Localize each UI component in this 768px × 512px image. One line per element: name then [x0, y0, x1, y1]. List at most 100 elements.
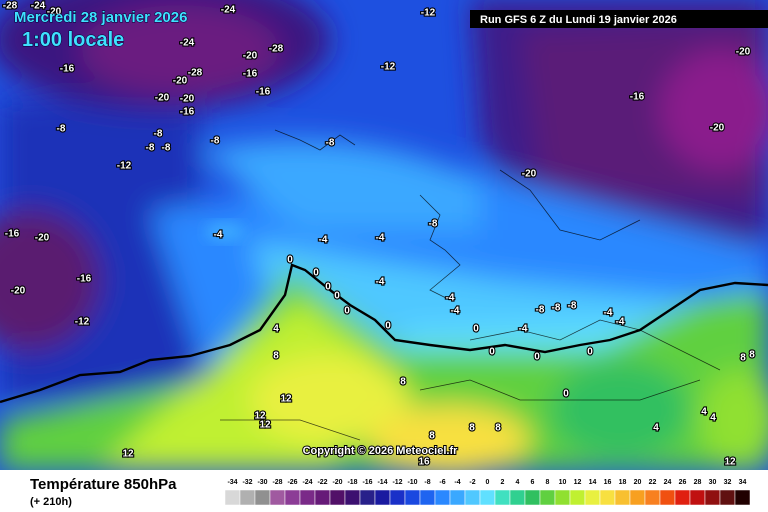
scale-label: 22 — [649, 479, 657, 486]
scale-swatch — [269, 489, 286, 506]
scale-swatch — [389, 489, 406, 506]
scale-swatch — [599, 489, 616, 506]
contour-label: -16 — [77, 274, 92, 285]
scale-label: 28 — [694, 479, 702, 486]
contour-label: -4 — [376, 277, 385, 288]
contour-label: -20 — [180, 94, 195, 105]
run-info: Run GFS 6 Z du Lundi 19 janvier 2026 — [480, 14, 677, 26]
contour-label: 0 — [489, 347, 495, 358]
legend-title: Température 850hPa — [30, 476, 177, 493]
contour-label: 16 — [418, 457, 430, 468]
contour-label: -4 — [604, 308, 613, 319]
contour-label: -4 — [214, 230, 223, 241]
scale-swatch — [344, 489, 361, 506]
contour-label: -24 — [221, 5, 236, 16]
contour-label: 8 — [749, 350, 755, 361]
contour-label: 8 — [495, 423, 501, 434]
scale-swatch — [719, 489, 736, 506]
contour-label: -8 — [552, 303, 561, 314]
contour-label: 12 — [724, 457, 736, 468]
contour-label: -8 — [146, 143, 155, 154]
contour-label: -4 — [376, 233, 385, 244]
contour-label: 12 — [122, 449, 134, 460]
scale-label: -32 — [242, 479, 252, 486]
scale-label: -14 — [377, 479, 387, 486]
scale-label: 16 — [604, 479, 612, 486]
scale-swatch — [704, 489, 721, 506]
scale-swatch — [404, 489, 421, 506]
scale-label: 0 — [486, 479, 490, 486]
scale-swatch — [554, 489, 571, 506]
scale-swatch — [569, 489, 586, 506]
scale-label: -6 — [439, 479, 445, 486]
contour-label: -16 — [630, 92, 645, 103]
scale-swatch — [449, 489, 466, 506]
scale-swatch — [614, 489, 631, 506]
contour-label: -16 — [60, 64, 75, 75]
scale-label: 26 — [679, 479, 687, 486]
scale-swatch — [629, 489, 646, 506]
scale-label: -12 — [392, 479, 402, 486]
contour-label: 12 — [280, 394, 292, 405]
contour-labels: -28 -24-20 -12-24-24-20-28-16-20-28 -16-12-… — [2, 0, 757, 469]
forecast-time: 1:00 locale — [22, 29, 124, 51]
scale-label: 30 — [709, 479, 717, 486]
scale-swatch — [434, 489, 451, 506]
scale-label: 18 — [619, 479, 627, 486]
contour-label: 0 — [563, 389, 569, 400]
contour-label: 8 — [400, 377, 406, 388]
scale-swatch — [659, 489, 676, 506]
scale-label: -8 — [424, 479, 430, 486]
contour-label: 4 — [710, 413, 716, 424]
contour-label: 8 — [273, 351, 279, 362]
contour-label: -4 — [446, 293, 455, 304]
contour-label: -24 — [31, 1, 46, 12]
scale-label: 20 — [634, 479, 642, 486]
contour-label: 12 — [259, 420, 271, 431]
contour-label: 4 — [273, 324, 279, 335]
run-banner — [470, 10, 768, 28]
scale-swatch — [314, 489, 331, 506]
scale-swatch — [464, 489, 481, 506]
scale-label: 24 — [664, 479, 672, 486]
scale-label: -22 — [317, 479, 327, 486]
contour-label: 8 — [429, 431, 435, 442]
scale-label: -28 — [272, 479, 282, 486]
scale-swatch — [479, 489, 496, 506]
contour-label: -12 — [421, 8, 436, 19]
contour-label: -8 — [326, 138, 335, 149]
scale-label: -4 — [454, 479, 460, 486]
scale-swatch — [239, 489, 256, 506]
contour-label: -8 — [162, 143, 171, 154]
scale-swatch — [284, 489, 301, 506]
contour-label: -24 — [180, 38, 195, 49]
scale-swatch — [584, 489, 601, 506]
contour-label: 0 — [344, 306, 350, 317]
contour-label: -12 — [381, 62, 396, 73]
scale-swatch — [644, 489, 661, 506]
contour-label: -12 — [75, 317, 90, 328]
scale-swatch — [674, 489, 691, 506]
scale-label: -30 — [257, 479, 267, 486]
contour-label: -20 — [736, 47, 751, 58]
contour-label: 0 — [287, 255, 293, 266]
contour-label: 0 — [313, 268, 319, 279]
scale-swatch — [539, 489, 556, 506]
contour-label: -8 — [57, 124, 66, 135]
contour-label: 0 — [334, 291, 340, 302]
scale-label: 6 — [531, 479, 535, 486]
contour-label: -20 — [11, 286, 26, 297]
contour-label: -20 — [35, 233, 50, 244]
contour-label: -4 — [451, 306, 460, 317]
scale-label: -20 — [332, 479, 342, 486]
scale-swatch — [359, 489, 376, 506]
contour-label: -8 — [154, 129, 163, 140]
zero-isotherm — [0, 263, 768, 404]
scale-label: -24 — [302, 479, 312, 486]
scale-swatch — [524, 489, 541, 506]
contour-label: -8 — [429, 219, 438, 230]
scale-swatch — [299, 489, 316, 506]
contour-label: 0 — [534, 352, 540, 363]
contour-label: 12 — [254, 411, 266, 422]
